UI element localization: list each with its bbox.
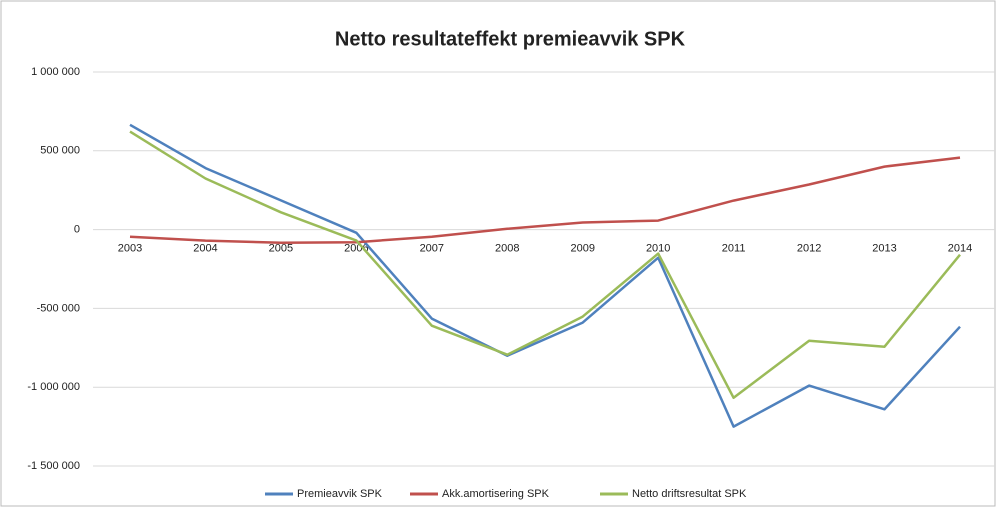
y-tick-label: 500 000 (40, 145, 80, 157)
x-tick-label: 2003 (118, 243, 142, 255)
legend-label: Akk.amortisering SPK (442, 488, 550, 500)
y-tick-label: 1 000 000 (31, 66, 80, 78)
y-tick-label: -1 000 000 (27, 381, 80, 393)
y-tick-label: 0 (74, 224, 80, 236)
legend-label: Netto driftsresultat SPK (632, 488, 747, 500)
x-tick-label: 2008 (495, 243, 519, 255)
chart-title: Netto resultateffekt premieavvik SPK (335, 28, 686, 50)
x-tick-label: 2004 (193, 243, 217, 255)
x-tick-label: 2011 (722, 243, 746, 255)
y-tick-label: -500 000 (37, 302, 80, 314)
x-tick-label: 2013 (872, 243, 896, 255)
legend-label: Premieavvik SPK (297, 488, 383, 500)
series-line (129, 123, 961, 428)
x-tick-label: 2012 (797, 243, 821, 255)
series-line (129, 156, 961, 244)
x-tick-label: 2010 (646, 243, 670, 255)
x-tick-label: 2007 (420, 243, 444, 255)
x-tick-label: 2006 (344, 243, 368, 255)
series-line (129, 130, 961, 400)
y-tick-label: -1 500 000 (27, 460, 80, 472)
x-tick-label: 2009 (570, 243, 594, 255)
x-tick-label: 2014 (948, 243, 972, 255)
x-tick-label: 2005 (269, 243, 293, 255)
